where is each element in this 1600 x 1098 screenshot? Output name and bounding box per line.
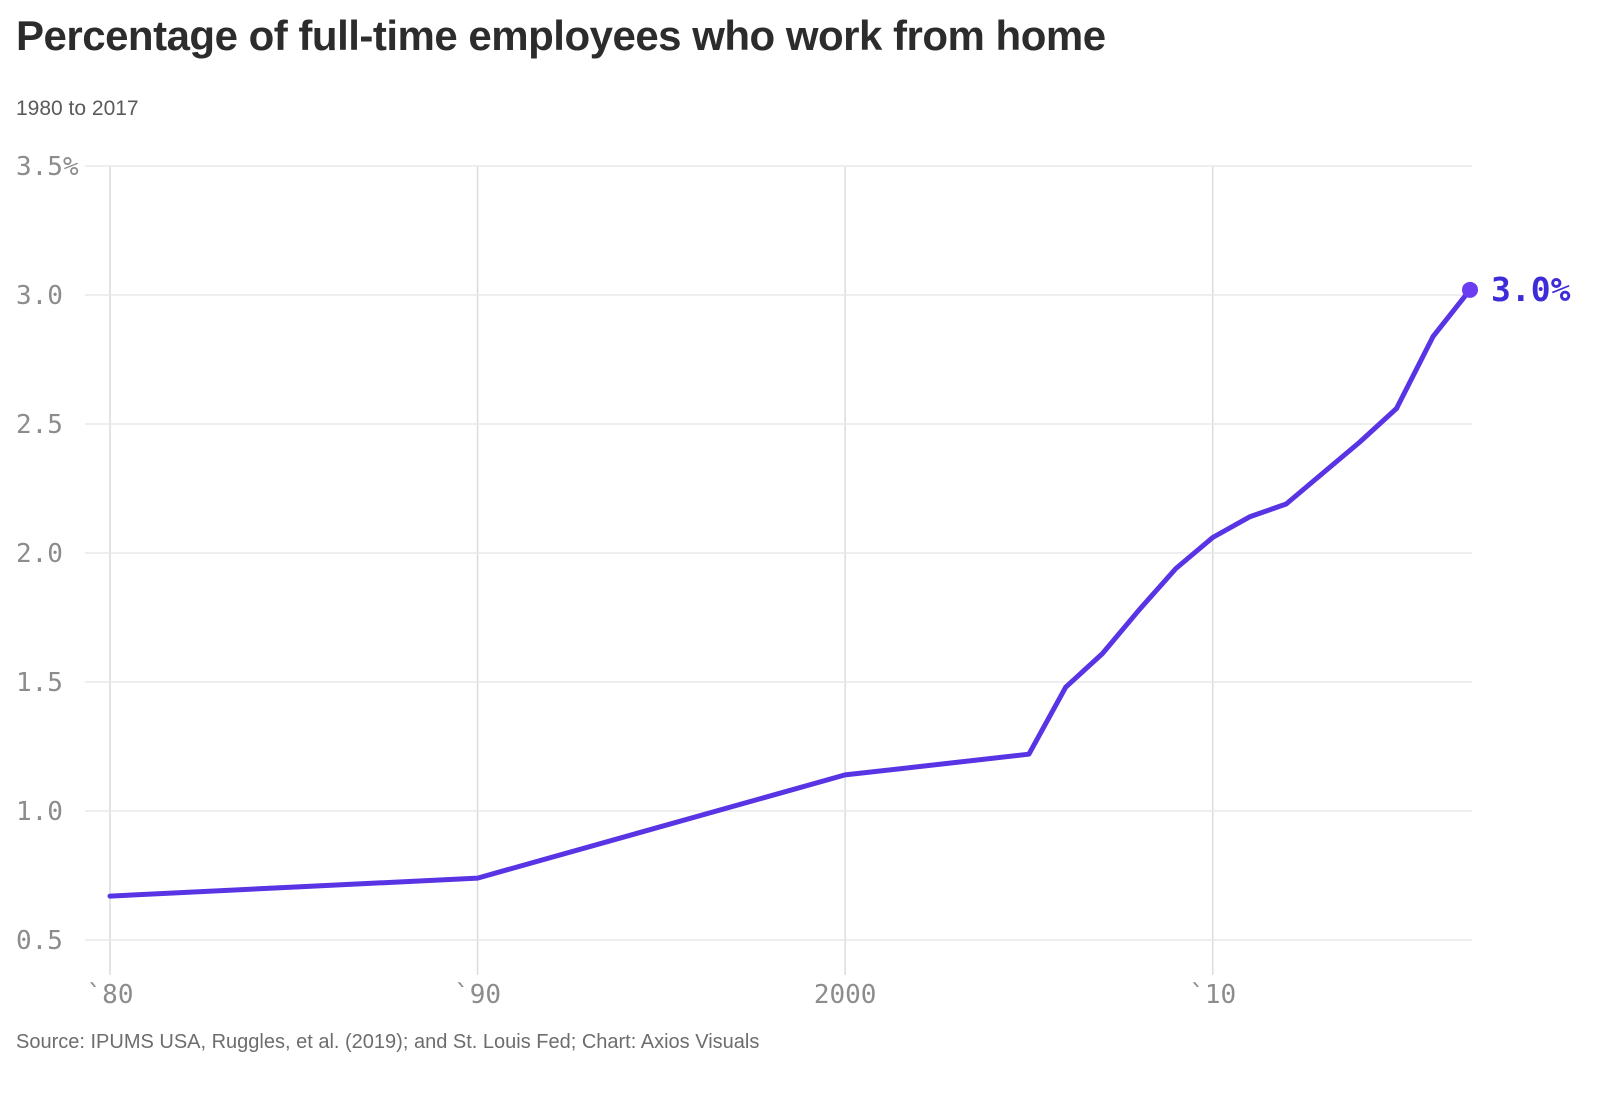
- y-axis-tick-label: 0.5: [16, 926, 63, 956]
- source-note: Source: IPUMS USA, Ruggles, et al. (2019…: [16, 1031, 760, 1053]
- x-axis-tick-label: `80: [87, 980, 134, 1010]
- x-axis-tick-label: `90: [454, 980, 501, 1010]
- y-axis-tick-label: 1.5: [16, 668, 63, 698]
- y-axis-tick-label: 1.0: [16, 797, 63, 827]
- end-point-marker: [1462, 281, 1478, 298]
- y-axis-tick-label: 2.0: [16, 539, 63, 569]
- chart-title: Percentage of full-time employees who wo…: [16, 12, 1106, 59]
- chart-subtitle: 1980 to 2017: [16, 97, 139, 120]
- x-axis-tick-label: `10: [1189, 980, 1236, 1010]
- end-point-label: 3.0%: [1491, 270, 1571, 309]
- x-axis-tick-label: 2000: [814, 980, 877, 1010]
- y-axis-tick-label: 3.5%: [16, 152, 79, 182]
- y-axis-tick-label: 2.5: [16, 410, 63, 440]
- y-axis-tick-label: 3.0: [16, 281, 63, 311]
- data-line-series: [107, 287, 1473, 899]
